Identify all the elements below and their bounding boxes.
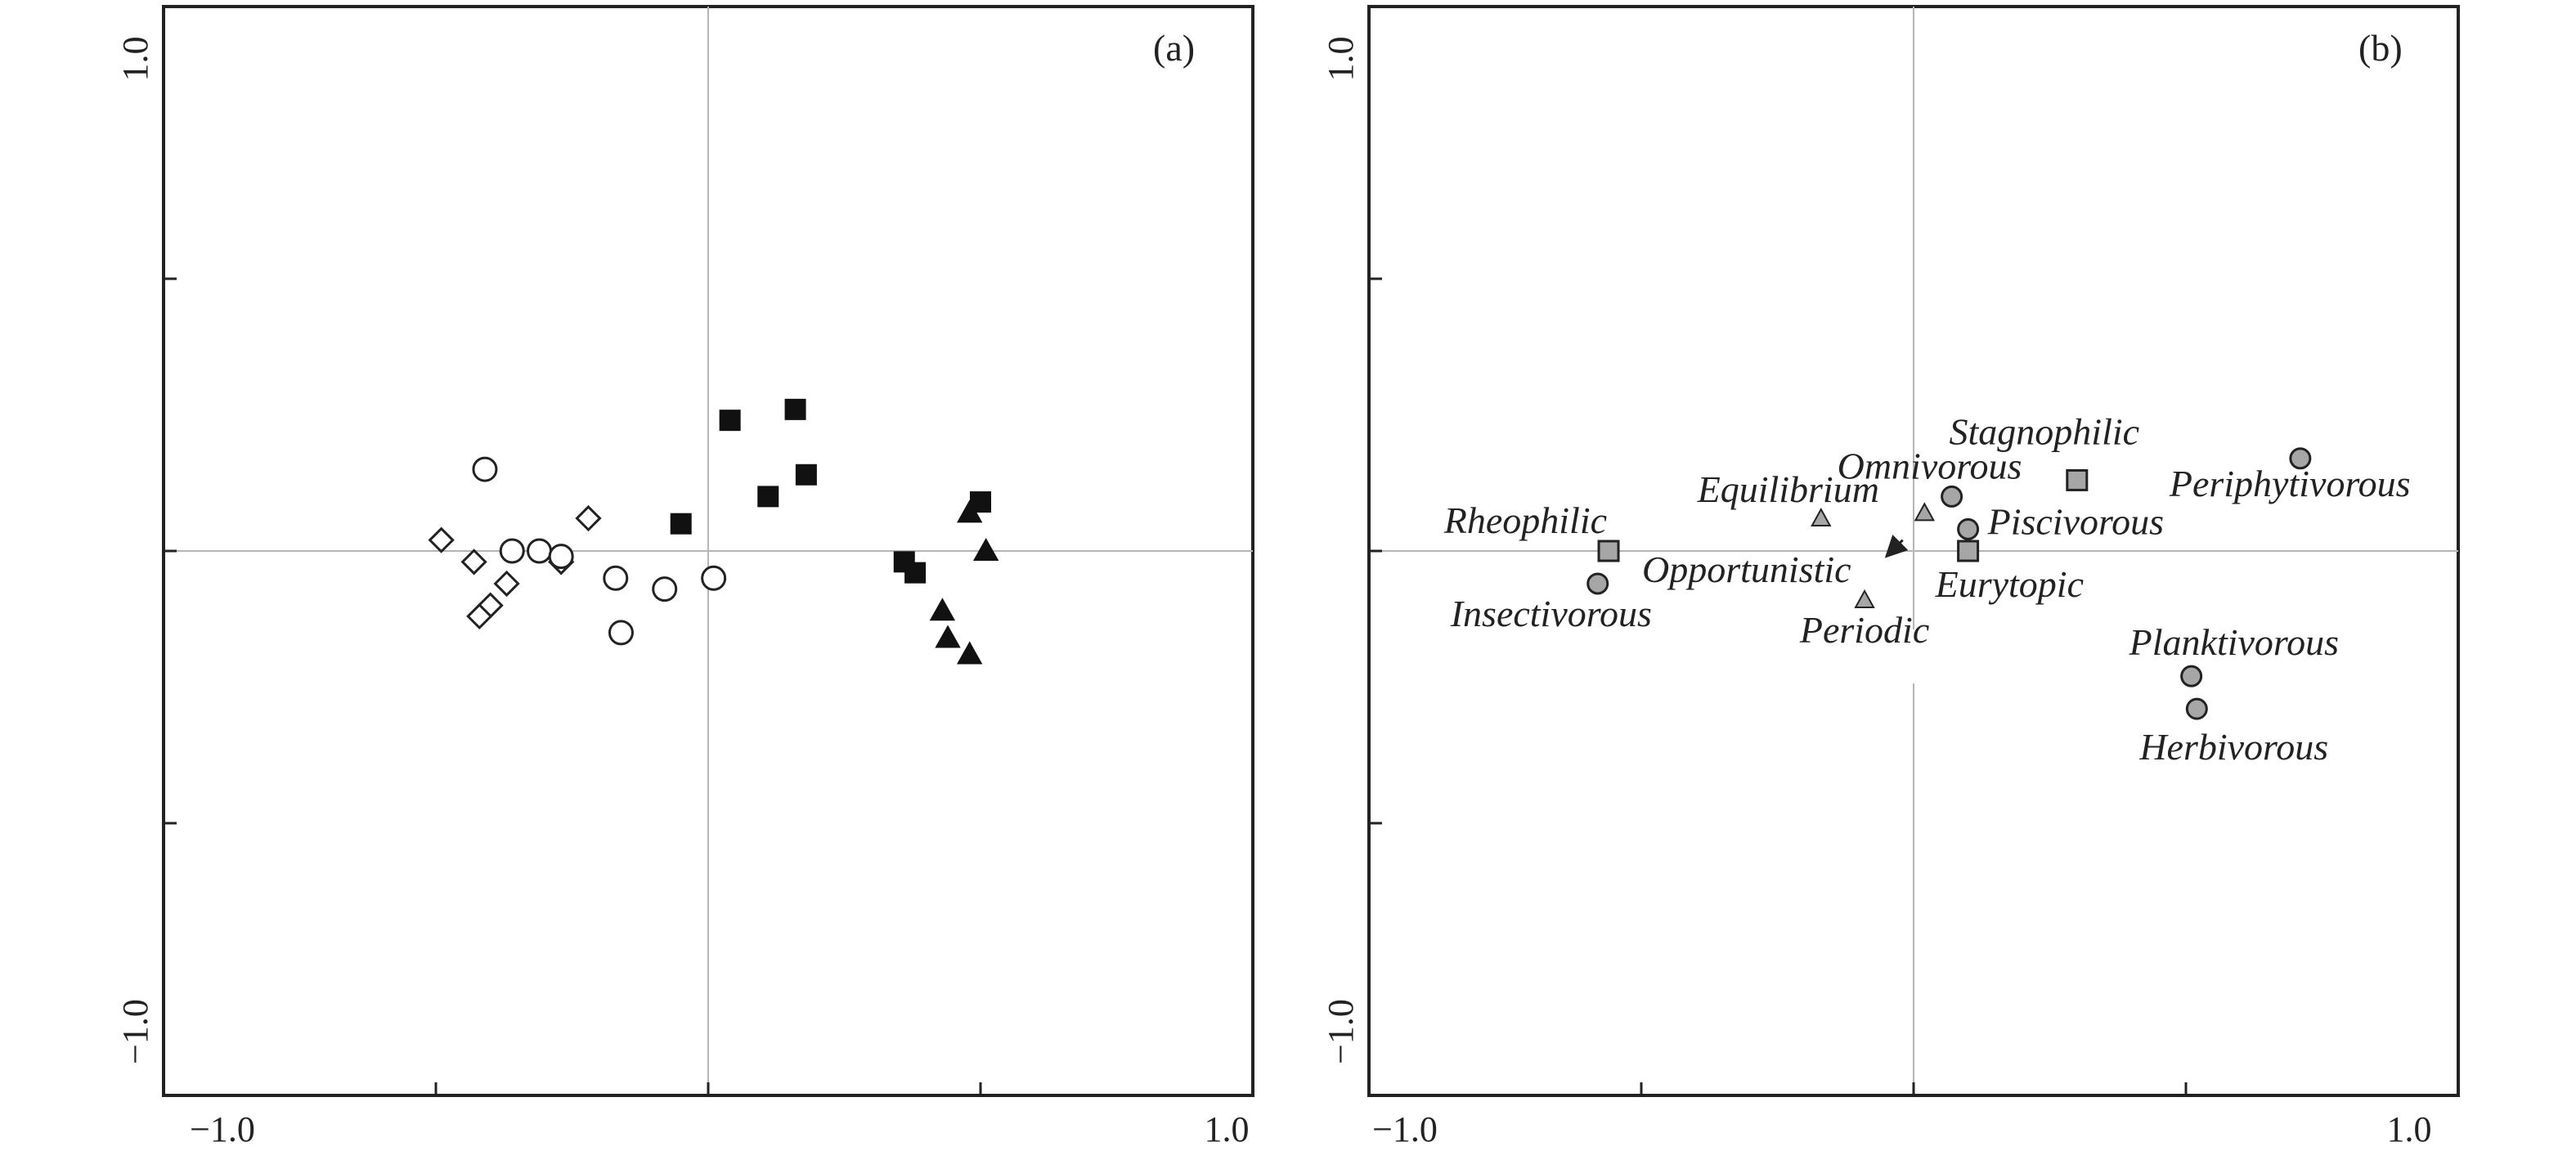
x-tick-label-max: 1.0: [2387, 1109, 2432, 1149]
trait-label: Periphytivorous: [2169, 463, 2411, 504]
panel-b-ticks: [1369, 277, 2188, 1095]
filled-square-point: [719, 410, 741, 432]
filled-triangle-point: [956, 641, 983, 665]
y-tick-label-min: −1.0: [1321, 999, 1361, 1064]
open-diamond-point: [575, 504, 602, 532]
open-circle-point: [527, 538, 553, 564]
trait-label: Stagnophilic: [1950, 410, 2140, 452]
trait-label: Herbivorous: [2138, 726, 2328, 768]
gray-circle-point: [1586, 572, 1609, 595]
panel-a-points: [428, 398, 999, 665]
gray-circle-point: [1941, 485, 1963, 508]
y-tick-label-max: 1.0: [1321, 37, 1361, 82]
gray-circle-point: [2289, 447, 2312, 470]
y-tick-label-min: −1.0: [115, 999, 155, 1064]
trait-label: Omnivorous: [1838, 445, 2022, 486]
x-tick-label-max: 1.0: [1205, 1109, 1250, 1149]
panel-b: (b) −1.0 1.0 1.0 −1.0 Opportunistic Rheo…: [1321, 5, 2460, 1149]
open-circle-point: [608, 620, 634, 646]
trait-label: Planktivorous: [2129, 621, 2339, 663]
gray-circle-point: [2185, 697, 2208, 720]
gray-square-point: [1957, 540, 1980, 562]
filled-triangle-point: [972, 537, 999, 561]
opportunistic-arrow: [1884, 534, 1909, 558]
panel-a: (a) −1.0 1.0 1.0 −1.0: [115, 5, 1254, 1149]
trait-label: Insectivorous: [1450, 593, 1652, 634]
open-diamond-point: [428, 526, 455, 553]
panel-a-label: (a): [1153, 27, 1195, 69]
panel-b-label: (b): [2358, 27, 2403, 69]
gray-triangle-point: [1854, 589, 1875, 608]
x-tick-label-min: −1.0: [1372, 1109, 1438, 1149]
filled-triangle-point: [935, 625, 961, 648]
panel-b-points: Rheophilic Stagnophilic Eurytopic Equilibri…: [1443, 410, 2411, 768]
panel-a-ticks: [164, 277, 982, 1095]
open-diamond-point: [460, 549, 487, 576]
trait-label: Piscivorous: [1987, 500, 2165, 542]
filled-square-point: [904, 562, 927, 584]
gray-circle-point: [1957, 517, 1980, 540]
trait-label: Rheophilic: [1443, 499, 1607, 541]
x-tick-label-min: −1.0: [190, 1109, 255, 1149]
open-diamond-point: [466, 602, 493, 630]
open-circle-point: [603, 565, 629, 591]
gray-triangle-point: [1914, 502, 1936, 522]
open-circle-point: [701, 565, 727, 591]
open-circle-point: [472, 456, 498, 482]
gray-triangle-point: [1811, 507, 1832, 527]
open-circle-point: [499, 538, 525, 564]
trait-label: Equilibrium: [1697, 468, 1879, 510]
filled-square-point: [784, 398, 806, 420]
gray-square-point: [1597, 540, 1620, 562]
trait-label: Periodic: [1799, 609, 1929, 651]
y-tick-label-max: 1.0: [115, 37, 155, 82]
filled-square-point: [795, 464, 817, 486]
filled-triangle-point: [929, 598, 956, 621]
filled-triangle-point: [956, 499, 983, 523]
open-circle-point: [652, 576, 678, 602]
trait-label: Eurytopic: [1935, 563, 2084, 605]
gray-square-point: [2066, 468, 2089, 491]
filled-square-point: [757, 486, 779, 508]
open-diamond-point: [493, 570, 520, 598]
open-circle-point: [548, 544, 574, 570]
gray-circle-point: [2180, 665, 2203, 687]
filled-square-point: [670, 513, 692, 535]
opportunistic-label: Opportunistic: [1642, 549, 1851, 590]
